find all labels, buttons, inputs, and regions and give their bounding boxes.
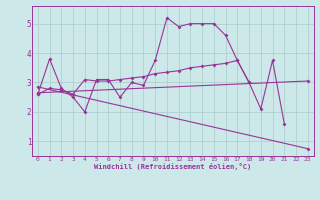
X-axis label: Windchill (Refroidissement éolien,°C): Windchill (Refroidissement éolien,°C) [94, 163, 252, 170]
